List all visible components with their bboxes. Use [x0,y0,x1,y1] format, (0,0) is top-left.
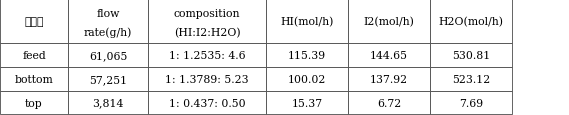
Bar [0,44,68,67]
Bar [266,44,348,67]
Bar [68,67,148,91]
Bar [430,91,512,114]
Bar [266,0,348,44]
Bar [0,67,68,91]
Text: HI(mol/h): HI(mol/h) [281,17,333,27]
Text: 144.65: 144.65 [370,50,408,60]
Text: feed: feed [22,50,46,60]
Text: 61,065: 61,065 [89,50,127,60]
Text: flow: flow [96,9,119,19]
Bar [148,91,266,114]
Bar [266,91,348,114]
Text: 증류탑: 증류탑 [24,17,44,27]
Text: 1: 0.437: 0.50: 1: 0.437: 0.50 [168,98,245,108]
Text: 1: 1.3789: 5.23: 1: 1.3789: 5.23 [165,74,249,84]
Text: 7.69: 7.69 [459,98,483,108]
Bar [0,91,68,114]
Bar [68,0,148,44]
Bar [266,67,348,91]
Text: 115.39: 115.39 [288,50,326,60]
Bar [148,67,266,91]
Bar [348,67,430,91]
Text: bottom: bottom [15,74,53,84]
Bar [348,0,430,44]
Text: H2O(mol/h): H2O(mol/h) [439,17,504,27]
Bar [68,44,148,67]
Text: 57,251: 57,251 [89,74,127,84]
Text: rate(g/h): rate(g/h) [84,27,132,38]
Bar [148,44,266,67]
Bar [348,91,430,114]
Text: top: top [25,98,43,108]
Bar [430,67,512,91]
Text: 6.72: 6.72 [377,98,401,108]
Text: 3,814: 3,814 [92,98,123,108]
Text: 530.81: 530.81 [452,50,490,60]
Text: 100.02: 100.02 [288,74,326,84]
Text: I2(mol/h): I2(mol/h) [364,17,414,27]
Bar [0,0,68,44]
Bar [68,91,148,114]
Text: 1: 1.2535: 4.6: 1: 1.2535: 4.6 [168,50,245,60]
Bar [148,0,266,44]
Text: 15.37: 15.37 [291,98,323,108]
Text: (HI:I2:H2O): (HI:I2:H2O) [174,28,240,38]
Bar [430,44,512,67]
Text: composition: composition [174,9,240,19]
Bar [430,0,512,44]
Text: 137.92: 137.92 [370,74,408,84]
Bar [348,44,430,67]
Text: 523.12: 523.12 [452,74,490,84]
